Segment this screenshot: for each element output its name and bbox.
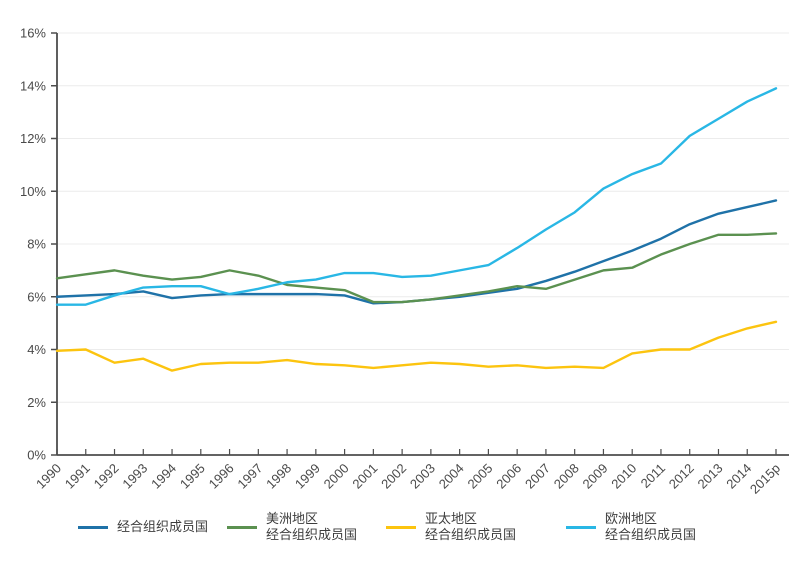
legend-label-line1: 亚太地区 — [425, 511, 478, 526]
legend-label-line2: 经合组织成员国 — [266, 527, 358, 542]
x-tick-label: 1991 — [62, 461, 93, 492]
x-tick-label: 2008 — [551, 461, 582, 492]
legend-label-line2: 经合组织成员国 — [605, 527, 697, 542]
x-tick-label: 1995 — [177, 461, 208, 492]
y-tick-label: 4% — [27, 342, 46, 357]
y-tick-label: 12% — [20, 131, 46, 146]
legend-label-line2: 经合组织成员国 — [425, 527, 517, 542]
x-tick-label: 2004 — [436, 461, 467, 492]
series-line-1 — [55, 232, 778, 304]
x-tick-label: 2000 — [321, 461, 352, 492]
series-line-2 — [55, 320, 778, 372]
legend-label-line1: 欧洲地区 — [605, 511, 658, 526]
x-tick-label: 2012 — [666, 461, 697, 492]
legend-item-americas: 美洲地区 经合组织成员国 — [227, 509, 357, 545]
y-tick-label: 2% — [27, 395, 46, 410]
x-tick-label: 2013 — [695, 461, 726, 492]
x-tick-label: 1996 — [206, 461, 237, 492]
y-tick-label: 6% — [27, 289, 46, 304]
legend-label-line1: 美洲地区 — [266, 511, 319, 526]
x-tick-label: 1994 — [148, 461, 179, 492]
x-tick-label: 2006 — [493, 461, 524, 492]
x-tick-label: 2003 — [407, 461, 438, 492]
y-tick-label: 0% — [27, 448, 46, 463]
x-tick-label: 2001 — [349, 461, 380, 492]
series-line-3 — [55, 87, 778, 306]
x-tick-label: 2005 — [464, 461, 495, 492]
legend-swatch-line-cyan — [566, 525, 596, 529]
x-tick-label: 2011 — [638, 461, 668, 491]
y-tick-label: 10% — [20, 184, 46, 199]
series-lines — [55, 87, 778, 372]
line-chart: 0%2%4%6%8%10%12%14%16%199019911992199319… — [20, 26, 789, 497]
y-tick-label: 14% — [20, 78, 46, 93]
legend-label: 欧洲地区 经合组织成员国 — [605, 511, 696, 543]
x-tick-label: 1993 — [119, 461, 150, 492]
x-tick-label: 2007 — [522, 461, 553, 492]
legend-label: 美洲地区 经合组织成员国 — [266, 511, 357, 543]
x-tick-label: 2002 — [378, 461, 409, 492]
legend-label-line1: 经合组织成员国 — [117, 519, 209, 534]
legend-item-europe: 欧洲地区 经合组织成员国 — [566, 509, 696, 545]
x-tick-label: 2010 — [608, 461, 639, 492]
legend: 经合组织成员国 美洲地区 经合组织成员国 亚太地区 经合组织成员国 欧洲地区 经… — [0, 509, 801, 553]
legend-label: 经合组织成员国 — [117, 519, 208, 535]
legend-item-oecd: 经合组织成员国 — [78, 509, 208, 545]
x-tick-label: 1997 — [234, 461, 265, 492]
gridlines — [57, 32, 789, 403]
y-tick-label: 16% — [20, 26, 46, 41]
x-tick-label: 2009 — [580, 461, 611, 492]
legend-swatch-line-blue — [78, 525, 108, 529]
x-tick-label: 1990 — [33, 461, 64, 492]
x-tick-label: 1999 — [292, 461, 323, 492]
x-tick-label: 1998 — [263, 461, 294, 492]
axes: 0%2%4%6%8%10%12%14%16%199019911992199319… — [20, 26, 789, 497]
x-tick-label: 2015p — [747, 461, 783, 497]
legend-swatch-line-green — [227, 525, 257, 529]
legend-item-asia-pacific: 亚太地区 经合组织成员国 — [386, 509, 516, 545]
y-tick-label: 8% — [27, 237, 46, 252]
legend-swatch-line-yellow — [386, 525, 416, 529]
x-tick-label: 1992 — [91, 461, 122, 492]
legend-label: 亚太地区 经合组织成员国 — [425, 511, 516, 543]
